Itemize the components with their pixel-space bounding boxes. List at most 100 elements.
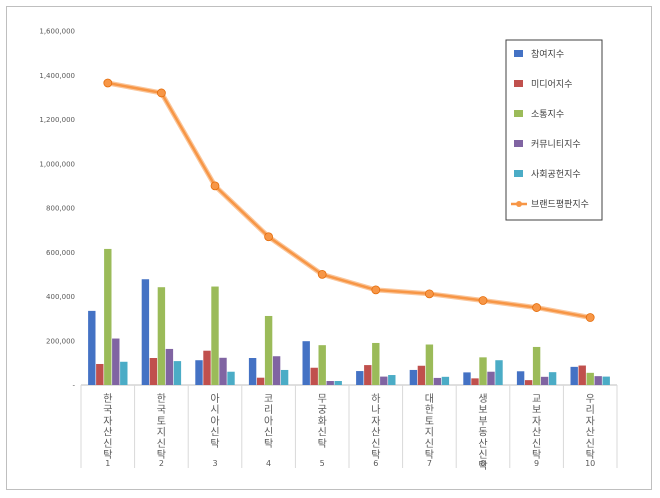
bar <box>248 358 257 385</box>
bar <box>141 279 150 385</box>
line-point <box>532 303 541 312</box>
bar <box>463 372 471 385</box>
legend-swatch <box>514 170 523 177</box>
bar <box>471 378 479 385</box>
legend-label: 사회공헌지수 <box>531 169 581 180</box>
bar <box>524 380 533 385</box>
bar <box>364 365 372 385</box>
bar <box>540 376 549 385</box>
bar <box>272 356 281 385</box>
line-point <box>210 181 220 191</box>
legend-marker <box>516 201 522 207</box>
rank-label: 9 <box>534 459 539 468</box>
bar <box>334 381 342 385</box>
legend-label: 소통지수 <box>531 109 564 120</box>
bar <box>302 341 310 385</box>
bar <box>570 366 578 385</box>
y-tick-label: 1,000,000 <box>39 160 75 168</box>
bar <box>318 345 326 385</box>
bar <box>380 376 388 385</box>
bar <box>594 376 602 385</box>
legend-swatch <box>514 140 523 147</box>
line-point <box>317 269 327 279</box>
rank-label: 3 <box>212 459 217 468</box>
bar <box>256 377 265 385</box>
line-point <box>585 313 595 322</box>
bar <box>195 360 203 385</box>
bar <box>548 372 557 385</box>
bar <box>326 381 334 385</box>
bar <box>219 357 227 385</box>
line-point <box>103 78 113 88</box>
legend-label: 참여지수 <box>531 48 564 60</box>
line-point <box>371 285 381 295</box>
bar <box>479 357 487 385</box>
line-series <box>103 78 595 322</box>
rank-label: 4 <box>266 459 271 468</box>
rank-label: 1 <box>105 459 110 468</box>
y-tick-label: 1,400,000 <box>39 72 75 80</box>
bar <box>441 376 450 385</box>
line-point <box>264 232 274 242</box>
bar <box>310 367 318 385</box>
bar <box>578 365 586 385</box>
bar <box>112 338 120 385</box>
legend-box <box>505 39 603 221</box>
bar <box>372 342 380 385</box>
bar <box>356 371 364 385</box>
bar <box>532 346 541 385</box>
line-point <box>478 296 488 305</box>
legend-label: 브랜드평판지수 <box>531 199 589 210</box>
bar <box>433 377 442 385</box>
bar <box>96 363 104 385</box>
legend-swatch <box>514 80 523 87</box>
bar <box>487 371 495 385</box>
bar <box>173 361 182 385</box>
legend-swatch <box>514 110 523 117</box>
bar <box>120 361 128 385</box>
bar <box>417 365 426 385</box>
line-point <box>156 88 166 98</box>
bar <box>88 310 96 385</box>
y-tick-label: - <box>72 382 75 390</box>
rank-label: 5 <box>320 459 325 468</box>
bar <box>165 348 174 385</box>
legend-label: 커뮤니티지수 <box>531 139 581 150</box>
bar <box>602 376 610 385</box>
rank-label: 8 <box>480 459 485 468</box>
y-tick-label: 600,000 <box>46 249 75 257</box>
bar <box>104 248 112 385</box>
bar <box>586 372 594 385</box>
bar <box>388 375 396 385</box>
rank-label: 10 <box>585 459 595 468</box>
legend-swatch <box>514 50 523 57</box>
bar <box>425 344 434 385</box>
y-tick-label: 1,600,000 <box>39 28 75 36</box>
y-tick-label: 400,000 <box>46 293 75 301</box>
rank-label: 6 <box>373 459 378 468</box>
series-line <box>107 81 591 319</box>
bar <box>211 286 219 385</box>
bar <box>203 350 211 385</box>
bar-series <box>88 248 610 385</box>
bar <box>149 358 158 385</box>
bar <box>280 369 289 385</box>
line-point <box>424 289 434 299</box>
y-tick-label: 200,000 <box>46 337 75 345</box>
bar <box>264 315 273 385</box>
y-tick-label: 800,000 <box>46 205 75 213</box>
bar <box>157 287 166 385</box>
legend-label: 미디어지수 <box>531 79 572 90</box>
